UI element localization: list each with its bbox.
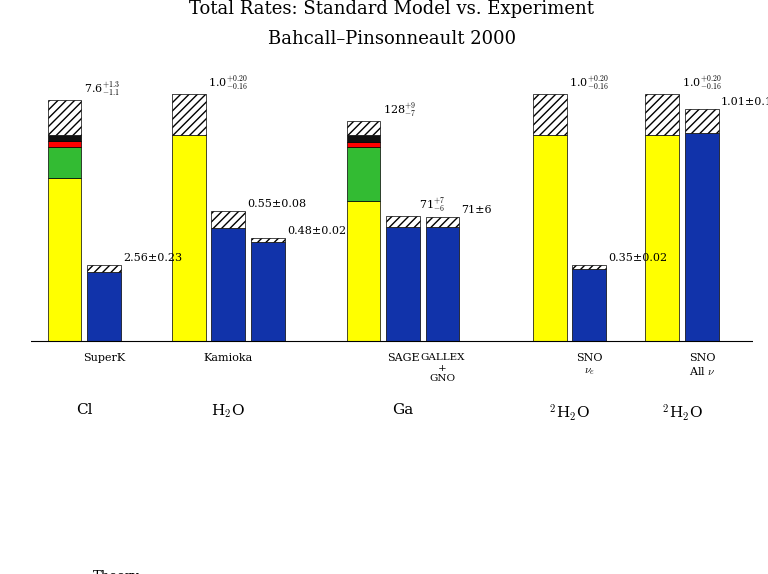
Legend: Experiments, Uncertainties: Experiments, Uncertainties bbox=[629, 569, 746, 574]
Text: SNO
$\nu_e$: SNO $\nu_e$ bbox=[576, 353, 602, 377]
Bar bbox=[346, 142, 380, 147]
Bar bbox=[87, 272, 121, 341]
Bar bbox=[425, 227, 459, 341]
Text: 1.0$^{+0.20}_{-0.16}$: 1.0$^{+0.20}_{-0.16}$ bbox=[681, 73, 721, 92]
Text: 128$^{+9}_{-7}$: 128$^{+9}_{-7}$ bbox=[382, 100, 416, 119]
Bar bbox=[685, 133, 719, 341]
Bar bbox=[48, 135, 81, 141]
Bar bbox=[48, 146, 81, 177]
Bar bbox=[572, 265, 606, 269]
Text: $^2$H$_2$O: $^2$H$_2$O bbox=[661, 402, 703, 423]
Text: 1.0$^{+0.20}_{-0.16}$: 1.0$^{+0.20}_{-0.16}$ bbox=[208, 73, 247, 92]
Text: SuperK: SuperK bbox=[83, 353, 125, 363]
Text: 71±6: 71±6 bbox=[462, 205, 492, 215]
Text: 0.48±0.02: 0.48±0.02 bbox=[286, 226, 346, 236]
Text: 0.55±0.08: 0.55±0.08 bbox=[247, 199, 306, 210]
Bar bbox=[250, 242, 284, 341]
Text: SNO
All $\nu$: SNO All $\nu$ bbox=[689, 353, 715, 377]
Text: 71$^{+7}_{-6}$: 71$^{+7}_{-6}$ bbox=[419, 195, 445, 214]
Bar bbox=[211, 228, 245, 341]
Text: 0.35±0.02: 0.35±0.02 bbox=[608, 253, 667, 263]
Bar bbox=[346, 147, 380, 201]
Bar bbox=[172, 94, 206, 135]
Text: 1.0$^{+0.20}_{-0.16}$: 1.0$^{+0.20}_{-0.16}$ bbox=[569, 73, 608, 92]
Text: Ga: Ga bbox=[392, 402, 414, 417]
Text: Cl: Cl bbox=[76, 402, 93, 417]
Text: Kamioka: Kamioka bbox=[204, 353, 253, 363]
Bar bbox=[346, 135, 380, 142]
Text: 7.6$^{+1.3}_{-1.1}$: 7.6$^{+1.3}_{-1.1}$ bbox=[84, 79, 120, 98]
Bar bbox=[645, 135, 680, 341]
Text: 1.01±0.12: 1.01±0.12 bbox=[721, 96, 768, 107]
Bar bbox=[386, 216, 420, 227]
Bar bbox=[645, 94, 680, 135]
Text: SAGE: SAGE bbox=[386, 353, 419, 363]
Bar bbox=[48, 177, 81, 341]
Bar bbox=[172, 135, 206, 341]
Bar bbox=[250, 238, 284, 242]
Bar bbox=[386, 227, 420, 341]
Bar bbox=[48, 100, 81, 135]
Bar bbox=[346, 201, 380, 341]
Bar bbox=[685, 108, 719, 133]
Bar bbox=[533, 94, 567, 135]
Bar bbox=[533, 135, 567, 341]
Bar bbox=[211, 211, 245, 228]
Bar bbox=[572, 269, 606, 341]
Text: GALLEX
+
GNO: GALLEX + GNO bbox=[420, 353, 465, 383]
Text: $^2$H$_2$O: $^2$H$_2$O bbox=[549, 402, 590, 423]
Bar bbox=[425, 218, 459, 227]
Title: Total Rates: Standard Model vs. Experiment
Bahcall–Pinsonneault 2000: Total Rates: Standard Model vs. Experime… bbox=[189, 1, 594, 48]
Text: H$_2$O: H$_2$O bbox=[211, 402, 245, 420]
Bar bbox=[48, 141, 81, 146]
Bar bbox=[346, 121, 380, 135]
Text: 2.56±0.23: 2.56±0.23 bbox=[123, 254, 182, 263]
Bar bbox=[87, 266, 121, 272]
